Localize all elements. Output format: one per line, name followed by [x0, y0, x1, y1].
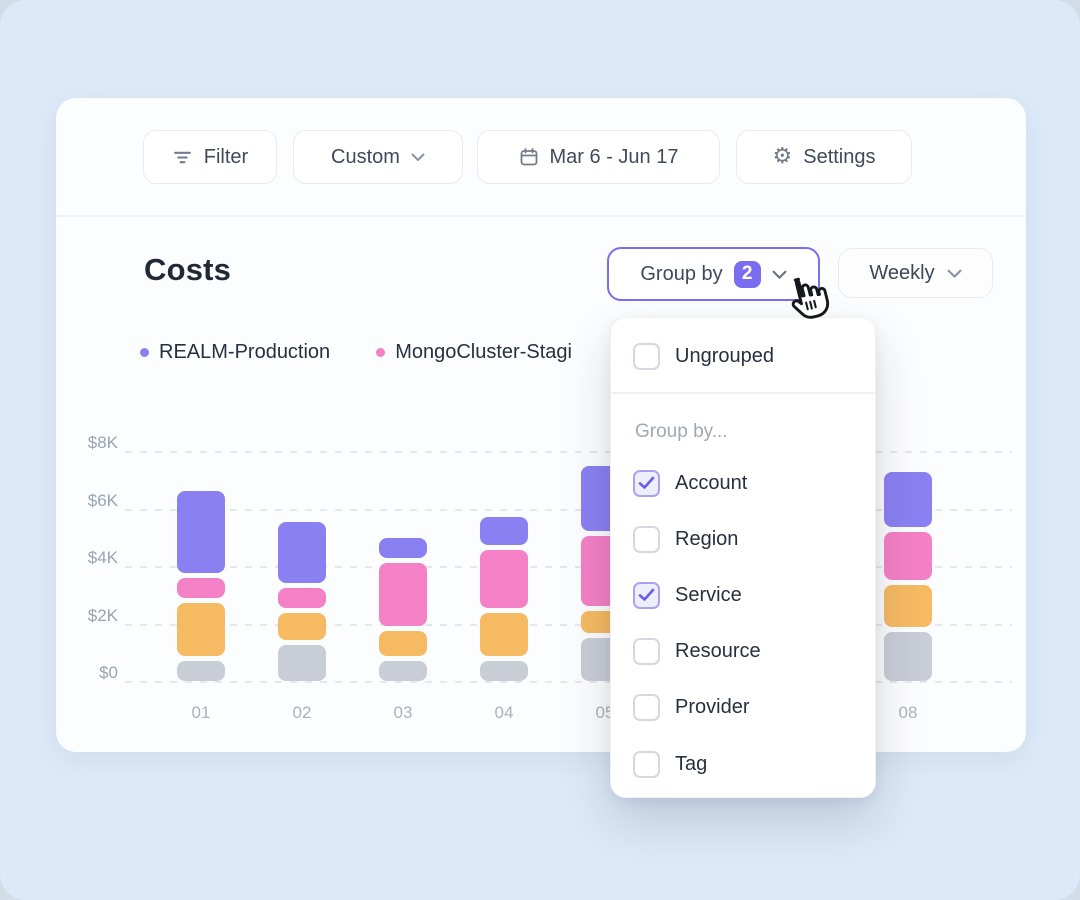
- checkbox-unchecked[interactable]: [633, 525, 660, 553]
- bar-segment-unlabeled-orange[interactable]: [379, 631, 427, 656]
- menu-option-resource[interactable]: Resource: [611, 628, 875, 676]
- gridline: [125, 451, 1012, 453]
- bar-segment-mongocluster-stagi[interactable]: [278, 587, 326, 608]
- bar-segment-mongocluster-stagi[interactable]: [480, 550, 528, 608]
- y-axis-tick: $2K: [87, 605, 118, 625]
- legend-label: REALM-Production: [159, 341, 331, 363]
- bar-segment-unlabeled-gray[interactable]: [177, 660, 225, 681]
- checkbox-checked[interactable]: [633, 581, 660, 609]
- menu-option-label: Ungrouped: [675, 344, 774, 367]
- bar-segment-realm-production[interactable]: [177, 490, 225, 573]
- bar-segment-unlabeled-orange[interactable]: [278, 612, 326, 641]
- checkbox-unchecked[interactable]: [633, 638, 660, 666]
- chevron-down-icon: [947, 262, 962, 285]
- custom-range-dropdown[interactable]: Custom: [293, 130, 463, 184]
- chart-plot: $8K $6K $4K $2K $0 01 02 03 04 05 08: [56, 98, 1026, 752]
- menu-option-label: Region: [675, 527, 739, 550]
- bar-segment-unlabeled-gray[interactable]: [278, 645, 326, 681]
- bar-segment-unlabeled-orange[interactable]: [177, 602, 225, 656]
- gridline: [125, 566, 1012, 568]
- custom-label: Custom: [331, 145, 400, 168]
- x-axis-tick: 05: [595, 703, 615, 722]
- menu-option-region[interactable]: Region: [611, 515, 875, 563]
- checkbox-unchecked[interactable]: [633, 750, 660, 778]
- menu-option-tag[interactable]: Tag: [611, 740, 875, 788]
- menu-option-service[interactable]: Service: [611, 571, 875, 619]
- chevron-down-icon: [411, 153, 425, 162]
- y-axis-tick: $6K: [87, 490, 118, 510]
- bar-segment-mongocluster-stagi[interactable]: [177, 577, 225, 598]
- menu-divider: [611, 392, 875, 394]
- settings-label: Settings: [803, 145, 876, 168]
- menu-option-label: Service: [675, 583, 742, 606]
- y-axis-tick: $8K: [87, 433, 118, 452]
- group-by-menu: Ungrouped Group by... Account Region Servi…: [610, 317, 876, 798]
- legend-dot-pink: [376, 348, 386, 357]
- bar-segment-realm-production[interactable]: [379, 538, 427, 559]
- period-label: Weekly: [869, 261, 935, 284]
- bar-segment-realm-production[interactable]: [278, 522, 326, 583]
- chart-legend: REALM-Production MongoCluster-Stagi: [140, 341, 572, 364]
- date-range-button[interactable]: Mar 6 - Jun 17: [477, 130, 720, 184]
- settings-button[interactable]: ⚙ Settings: [736, 130, 912, 184]
- chevron-down-icon: [772, 263, 787, 286]
- x-axis-tick: 03: [393, 703, 413, 722]
- bar-segment-unlabeled-orange[interactable]: [884, 585, 932, 628]
- group-by-count-badge: 2: [733, 260, 761, 288]
- menu-option-ungrouped[interactable]: Ungrouped: [611, 332, 875, 380]
- date-range-label: Mar 6 - Jun 17: [549, 145, 679, 168]
- group-by-button[interactable]: Group by 2: [607, 247, 820, 301]
- pointer-hand-cursor: [778, 269, 835, 332]
- toolbar-divider: [56, 215, 1026, 217]
- bar-segment-unlabeled-gray[interactable]: [884, 632, 932, 681]
- gridline: [125, 623, 1012, 626]
- legend-item-realm-production[interactable]: REALM-Production: [140, 341, 330, 364]
- group-by-label: Group by: [640, 262, 723, 285]
- legend-label: MongoCluster-Stagi: [395, 341, 572, 363]
- menu-option-provider[interactable]: Provider: [611, 684, 875, 732]
- checkbox-unchecked[interactable]: [633, 694, 660, 722]
- bar-segment-unlabeled-orange[interactable]: [480, 612, 528, 656]
- x-axis-tick: 01: [191, 703, 211, 722]
- gear-icon: ⚙: [772, 144, 793, 169]
- bar-segment-realm-production[interactable]: [480, 516, 528, 546]
- menu-section-label: Group by...: [635, 421, 728, 442]
- dashboard-card: Filter Custom Mar 6 - Jun 17 ⚙ Settings …: [56, 98, 1026, 752]
- gridline: [125, 681, 1012, 683]
- menu-option-label: Account: [675, 471, 748, 494]
- bar-segment-unlabeled-gray[interactable]: [379, 660, 427, 681]
- y-axis-tick: $4K: [87, 548, 118, 567]
- gridline: [125, 508, 1012, 511]
- x-axis-tick: 02: [292, 703, 312, 722]
- x-axis-tick: 04: [494, 703, 514, 722]
- filter-button[interactable]: Filter: [143, 130, 277, 184]
- filter-label: Filter: [203, 145, 249, 168]
- page-title: Costs: [144, 252, 232, 287]
- menu-option-label: Resource: [675, 640, 761, 663]
- bar-segment-mongocluster-stagi[interactable]: [884, 531, 932, 581]
- menu-option-account[interactable]: Account: [611, 459, 875, 507]
- bar-segment-realm-production[interactable]: [884, 471, 932, 527]
- period-dropdown[interactable]: Weekly: [838, 248, 993, 298]
- y-axis-tick: $0: [99, 663, 118, 682]
- checkbox-checked[interactable]: [633, 469, 660, 497]
- bar-segment-unlabeled-gray[interactable]: [480, 660, 528, 681]
- bar-segment-mongocluster-stagi[interactable]: [379, 563, 427, 627]
- legend-item-mongocluster-staging[interactable]: MongoCluster-Stagi: [376, 341, 572, 364]
- menu-option-label: Tag: [675, 752, 708, 775]
- menu-option-label: Provider: [675, 696, 750, 719]
- calendar-icon: [519, 147, 539, 167]
- checkbox-unchecked[interactable]: [633, 342, 660, 370]
- legend-dot-purple: [140, 348, 149, 357]
- filter-icon: [172, 147, 193, 168]
- x-axis-tick: 08: [898, 703, 918, 722]
